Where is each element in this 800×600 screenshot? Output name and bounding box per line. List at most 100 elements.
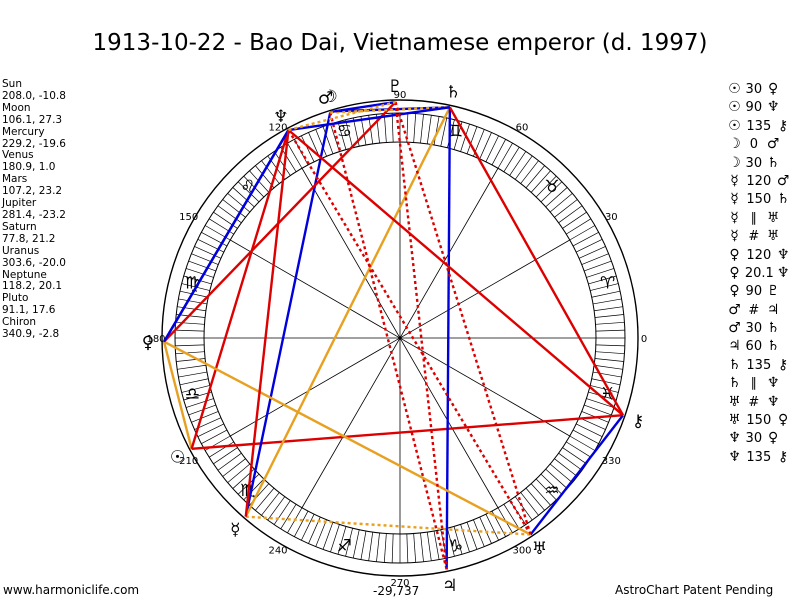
aspect-planet-2: ♂ [766,136,780,153]
degree-tick [460,524,470,553]
position-name: Pluto [2,292,29,305]
aspect-row: ♀ 20.1 ♆ [728,264,790,282]
degree-tick [584,404,612,416]
aspect-planet-1: ♂ [728,320,741,337]
degree-tick [426,532,432,561]
degree-tick [175,329,205,332]
position-values: 106.1, 27.3 [2,113,63,126]
zodiac-sign-icon: ♋ [337,121,352,141]
position-values: 180.9, 1.0 [2,161,56,174]
degree-tick [562,447,587,465]
aspect-planet-2: ♀ [778,412,789,429]
aspect-planet-2: ♆ [766,393,780,410]
aspect-planet-1: ♄ [728,375,741,392]
aspect-line [163,101,397,343]
aspect-line [329,112,448,570]
aspect-row: ☿ # ♅ [728,227,790,245]
aspect-row: ☉ 30 ♀ [728,80,790,98]
aspect-planet-1: ♀ [729,246,740,263]
degree-tick [261,160,280,184]
degree-tick [562,211,587,229]
degree-tick [549,463,573,483]
position-values: 281.4, -23.2 [2,208,66,221]
degree-tick [590,283,619,291]
aspect-angle: 30 [745,82,763,97]
degree-tick [525,487,545,511]
aspect-planet-2: ⚷ [778,356,789,373]
degree-tick [177,306,206,312]
degree-tick [460,123,470,152]
degree-tick [315,519,327,547]
degree-label: 120 [268,123,287,134]
position-values: 77.8, 21.2 [2,232,56,245]
degree-label: 300 [512,545,531,556]
aspect-planet-1: ♀ [729,264,740,281]
aspect-row: ☉ 135 ⚷ [728,117,790,135]
planet-icon: ♀ [142,333,154,353]
degree-label: 330 [602,456,621,467]
degree-tick [267,496,286,521]
degree-tick [588,391,617,401]
degree-tick [497,142,513,169]
planet-icon: ♇ [388,77,403,97]
aspect-planet-1: ♆ [728,448,741,465]
planet-icon: ⚷ [632,411,644,431]
degree-tick [213,447,238,465]
degree-tick [479,516,492,544]
degree-tick [576,423,603,437]
aspect-planet-2: ♀ [768,430,779,447]
degree-tick [280,504,297,529]
outer-ring [161,99,639,577]
degree-tick [447,528,455,557]
degree-tick [376,532,380,562]
aspect-row: ♄ 135 ⚷ [728,356,790,374]
aspect-row: ♆ 135 ⚷ [728,448,790,466]
aspect-line [162,341,193,450]
degree-tick [586,268,615,278]
degree-tick [178,371,208,378]
degree-tick [503,504,520,529]
aspect-angle: 30 [745,321,763,337]
degree-tick [584,260,612,272]
position-values: 340.9, -2.8 [2,328,60,341]
aspect-planet-1: ☽ [728,154,741,171]
degree-tick [280,147,297,172]
degree-tick [194,246,222,259]
aspect-angle: 150 [746,192,772,208]
degree-tick [345,119,353,148]
aspect-row: ☿ 150 ♄ [728,190,790,208]
aspect-planet-1: ♅ [728,393,741,410]
degree-tick [315,129,327,157]
degree-tick [188,260,216,272]
aspect-planet-1: ♄ [728,356,741,373]
position-values: 229.2, -19.6 [2,137,66,150]
aspect-angle: ∥ [750,376,758,392]
aspect-line [191,414,624,450]
degree-tick [368,532,374,561]
degree-tick [485,514,499,541]
degree-label: 90 [394,90,407,101]
degree-tick [558,205,583,224]
degree-tick [576,239,603,253]
aspect-row: ♃ 60 ♄ [728,337,790,355]
aspect-angle: 135 [746,118,772,134]
aspect-angle: 135 [746,449,772,465]
position-values: 118.2, 20.1 [2,280,63,293]
aspect-angle: 20.1 [744,265,774,281]
degree-tick [391,533,394,563]
aspect-planet-1: ♆ [728,430,741,447]
degree-tick [491,139,506,166]
degree-tick [594,358,624,362]
degree-tick [595,351,625,355]
aspect-row: ☿ 120 ♂ [728,172,790,190]
aspect-line [244,129,290,517]
aspect-angle: ∥ [750,210,758,226]
aspect-row: ☿ ∥ ♅ [728,209,790,227]
aspect-line [245,515,531,536]
aspect-planet-1: ♃ [728,338,741,355]
degree-tick [177,364,206,370]
degree-tick [191,253,219,265]
planet-icon: ♄ [446,83,461,103]
degree-tick [368,115,374,144]
zodiac-sign-icon: ♈ [600,273,615,293]
